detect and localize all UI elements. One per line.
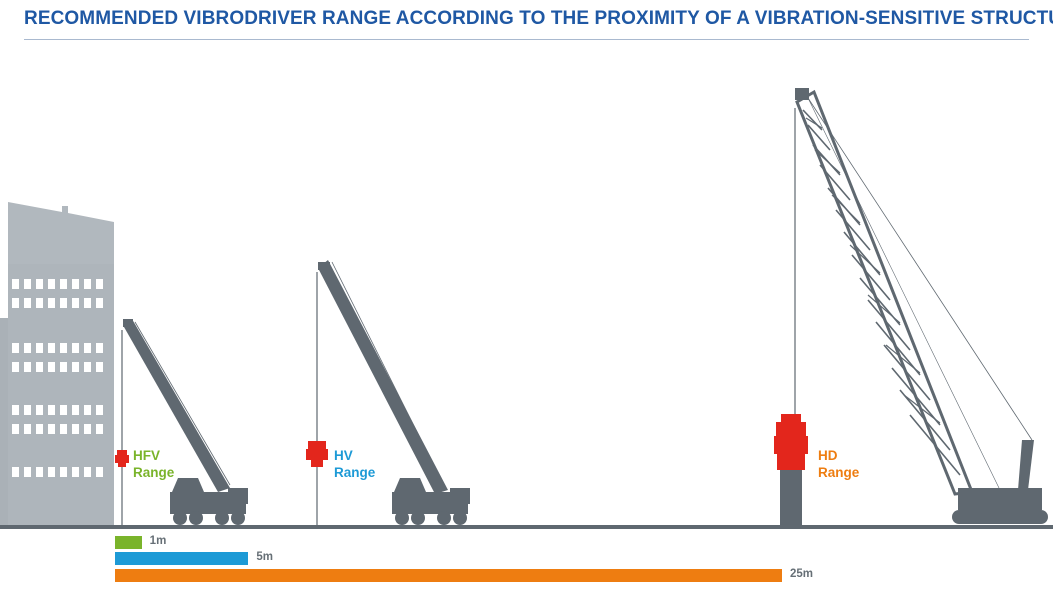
range-bar-label-25m: 25m — [790, 568, 814, 580]
crane-hfv — [121, 319, 248, 525]
title-underline — [24, 39, 1029, 40]
hd-range-label: HD Range — [818, 447, 859, 481]
hfv-name: HFV — [133, 448, 160, 463]
diagram-title: RECOMMENDED VIBRODRIVER RANGE ACCORDING … — [24, 8, 1053, 29]
crane-hv — [316, 260, 470, 525]
hv-range-label: HV Range — [334, 447, 375, 481]
range-bar-1m — [115, 536, 142, 549]
hv-vibrodriver — [306, 441, 328, 467]
range-bar-label-1m: 1m — [149, 535, 167, 547]
range-bar-25m — [115, 569, 782, 582]
hfv-vibrodriver — [115, 450, 129, 467]
range-bar-5m — [115, 552, 249, 565]
hfv-range-label: HFV Range — [133, 447, 174, 481]
hv-name: HV — [334, 448, 353, 463]
hfv-range-word: Range — [133, 465, 175, 480]
hd-name: HD — [818, 448, 838, 463]
building — [0, 202, 114, 527]
building-windows — [12, 279, 103, 477]
range-bar-label-5m: 5m — [256, 551, 274, 563]
ground-line — [0, 525, 1053, 529]
hv-range-word: Range — [334, 465, 376, 480]
hd-range-word: Range — [818, 465, 860, 480]
hd-vibrodriver — [774, 414, 808, 527]
crane-hd — [794, 88, 1048, 524]
